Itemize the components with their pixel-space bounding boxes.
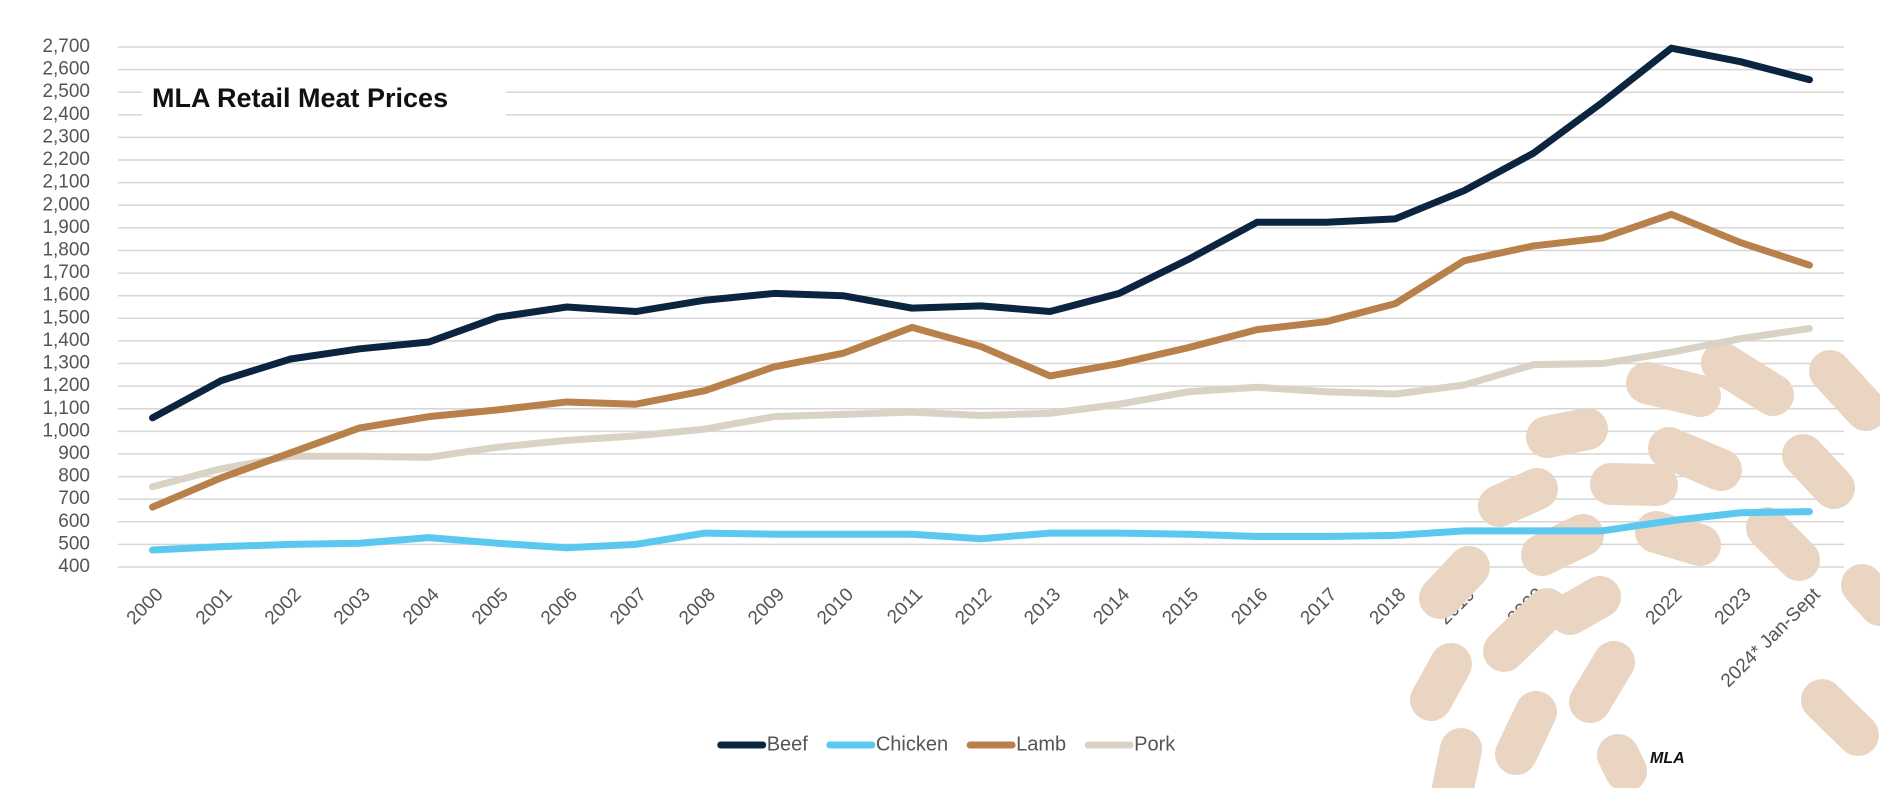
- y-tick-label: 1,300: [42, 353, 90, 374]
- y-tick-label: 1,400: [42, 330, 90, 351]
- deco-dash: [1701, 342, 1794, 416]
- y-tick-label: 1,900: [42, 217, 90, 238]
- legend-label: Beef: [767, 733, 809, 755]
- legend-label: Chicken: [876, 733, 948, 755]
- y-tick-label: 1,800: [42, 239, 90, 260]
- deco-dash: [1746, 507, 1820, 581]
- deco-dash: [1483, 588, 1568, 672]
- deco-dash: [1782, 434, 1855, 509]
- x-tick-label: 2016: [1227, 584, 1272, 629]
- x-tick-label: 2023: [1711, 584, 1756, 629]
- y-tick-label: 400: [58, 556, 90, 577]
- x-tick-label: 2009: [744, 584, 789, 629]
- deco-dash: [1569, 641, 1635, 723]
- x-tick-label: 2014: [1089, 584, 1134, 629]
- deco-dash: [1648, 427, 1742, 491]
- decoration: [1410, 342, 1880, 788]
- y-tick-label: 1,600: [42, 285, 90, 306]
- y-tick-label: 1,700: [42, 262, 90, 283]
- deco-dash: [1635, 511, 1721, 566]
- y-tick-label: 2,400: [42, 104, 90, 125]
- y-tick-label: 2,300: [42, 126, 90, 147]
- x-tick-label: 2005: [468, 584, 513, 629]
- legend-label: Pork: [1134, 733, 1176, 755]
- x-tick-label: 2013: [1020, 584, 1065, 629]
- chart-title: MLA Retail Meat Prices: [152, 83, 448, 113]
- deco-dash: [1841, 564, 1880, 626]
- y-tick-label: 600: [58, 511, 90, 532]
- deco-dash: [1801, 679, 1879, 756]
- x-tick-label: 2017: [1297, 584, 1342, 629]
- y-tick-label: 1,200: [42, 375, 90, 396]
- y-tick-label: 2,600: [42, 59, 90, 80]
- deco-dash: [1521, 514, 1604, 576]
- y-tick-label: 1,000: [42, 420, 90, 441]
- x-tick-label: 2000: [123, 584, 168, 629]
- legend-item: Chicken: [826, 733, 948, 755]
- y-tick-label: 1,500: [42, 307, 90, 328]
- series-line: [149, 324, 1813, 491]
- y-tick-label: 500: [58, 533, 90, 554]
- deco-dash: [1495, 691, 1557, 775]
- legend-label: Lamb: [1016, 733, 1066, 755]
- deco-dash: [1626, 362, 1721, 417]
- x-tick-label: 2022: [1642, 584, 1687, 629]
- deco-dash: [1590, 463, 1678, 506]
- y-tick-label: 800: [58, 466, 90, 487]
- y-tick-label: 2,700: [42, 36, 90, 57]
- y-tick-label: 900: [58, 443, 90, 464]
- source-logo: MLA: [1650, 750, 1685, 767]
- y-tick-label: 2,200: [42, 149, 90, 170]
- legend-item: Lamb: [966, 733, 1066, 755]
- x-tick-label: 2018: [1366, 584, 1411, 629]
- x-tick-label: 2011: [883, 584, 927, 628]
- deco-dash: [1478, 468, 1558, 527]
- legend-item: Beef: [717, 733, 809, 755]
- deco-dash: [1432, 728, 1482, 788]
- x-tick-label: 2012: [951, 584, 996, 629]
- series-line: [149, 508, 1813, 554]
- y-tick-label: 2,500: [42, 81, 90, 102]
- x-tick-label: 2002: [261, 584, 306, 629]
- deco-dash: [1597, 734, 1647, 788]
- y-tick-label: 1,100: [42, 398, 90, 419]
- legend-item: Pork: [1084, 733, 1176, 755]
- y-tick-label: 700: [58, 488, 90, 509]
- x-tick-label: 2004: [399, 584, 444, 629]
- plot: [149, 44, 1813, 554]
- y-tick-label: 2,000: [42, 194, 90, 215]
- legend: Beef Chicken Lamb Pork: [717, 733, 1176, 755]
- x-tick-label: 2010: [813, 584, 858, 629]
- x-tick-label: 2008: [675, 584, 720, 629]
- deco-dash: [1410, 643, 1472, 721]
- x-tick-label: 2015: [1158, 584, 1203, 629]
- deco-dash: [1549, 576, 1621, 635]
- deco-dash: [1526, 408, 1608, 458]
- y-tick-label: 2,100: [42, 172, 90, 193]
- title-box: [142, 76, 506, 120]
- x-tick-label: 2003: [330, 584, 375, 629]
- x-tick-label: 2007: [606, 584, 651, 629]
- x-tick-label: 2001: [192, 584, 237, 629]
- deco-dash: [1419, 546, 1490, 619]
- series-line: [149, 44, 1813, 422]
- deco-dash: [1809, 350, 1880, 431]
- series-line: [149, 210, 1813, 511]
- x-tick-label: 2006: [537, 584, 582, 629]
